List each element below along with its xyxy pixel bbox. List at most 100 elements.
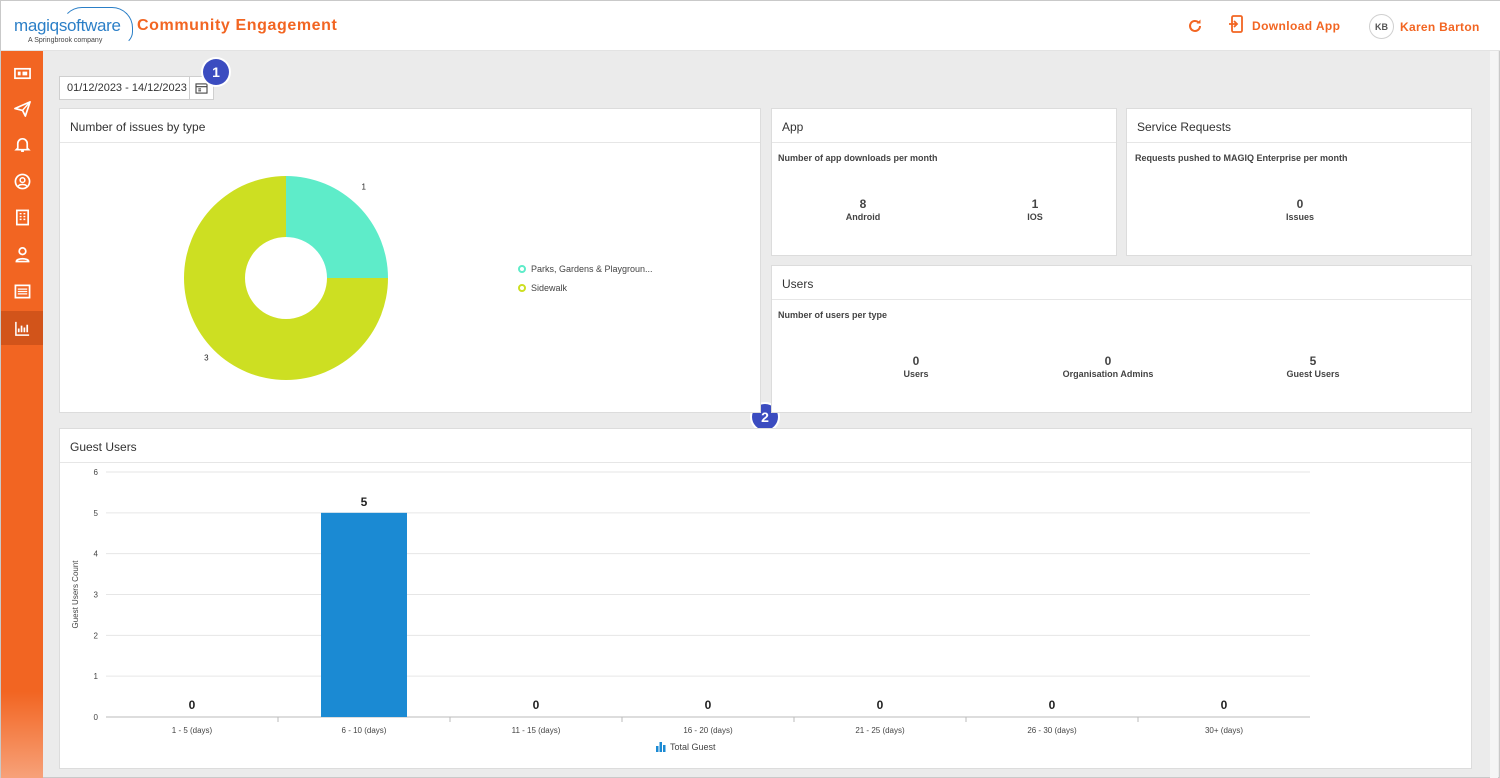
stat-value: 0 <box>1296 197 1304 211</box>
legend-label: Sidewalk <box>531 283 568 293</box>
legend-label: Parks, Gardens & Playgroun... <box>531 264 653 274</box>
bar-value-label: 0 <box>705 698 712 712</box>
dashboard-icon <box>13 67 31 79</box>
card-title: Users <box>772 266 1471 300</box>
user-circle-icon <box>14 173 30 189</box>
x-tick-label: 1 - 5 (days) <box>172 726 213 735</box>
card-title: App <box>772 109 1116 143</box>
x-tick-label: 6 - 10 (days) <box>342 726 387 735</box>
stat-value: 1 <box>1031 197 1039 211</box>
user-name: Karen Barton <box>1400 19 1480 34</box>
stat-android: 8 Android <box>793 197 933 222</box>
nav-organisations[interactable] <box>1 200 43 234</box>
x-tick-label: 26 - 30 (days) <box>1027 726 1077 735</box>
card-subtitle: Number of users per type <box>778 310 888 320</box>
download-app-button[interactable]: Download App <box>1229 14 1341 38</box>
y-tick-label: 2 <box>94 631 99 640</box>
nav-account[interactable] <box>1 164 43 198</box>
stat-organisation-admins: 0 Organisation Admins <box>1038 354 1178 379</box>
legend-item-sidewalk[interactable]: Sidewalk <box>518 283 567 293</box>
nav-notifications[interactable] <box>1 127 43 161</box>
legend-swatch <box>518 265 526 273</box>
legend-item-parks[interactable]: Parks, Gardens & Playgroun... <box>518 264 653 274</box>
guest-users-card: Guest Users 0 1 2 3 4 5 6 Guest Users Count 0 1 -… <box>59 428 1472 769</box>
bar-value-label: 0 <box>533 698 540 712</box>
nav-dashboard[interactable] <box>1 56 43 90</box>
x-tick-label: 21 - 25 (days) <box>855 726 905 735</box>
x-tick-label: 16 - 20 (days) <box>683 726 733 735</box>
bar-value-label: 0 <box>1221 698 1228 712</box>
logo-cloud-shape <box>61 7 133 45</box>
list-icon <box>14 284 30 298</box>
y-tick-label: 6 <box>94 468 99 477</box>
legend-swatch <box>518 284 526 292</box>
refresh-icon[interactable] <box>1187 18 1203 34</box>
legend-label: Total Guest <box>670 742 716 752</box>
card-title: Service Requests <box>1127 109 1471 143</box>
donut-slice[interactable] <box>184 176 388 380</box>
page-scrollbar[interactable] <box>1490 51 1498 778</box>
y-tick-label: 5 <box>94 509 99 518</box>
stat-ios: 1 IOS <box>965 197 1105 222</box>
stat-label: Issues <box>1285 212 1315 222</box>
stat-value: 5 <box>1309 354 1317 368</box>
download-app-icon <box>1229 14 1243 38</box>
stat-label: IOS <box>1027 212 1043 222</box>
card-subtitle: Requests pushed to MAGIQ Enterprise per … <box>1135 153 1348 163</box>
y-tick-label: 0 <box>94 713 99 722</box>
nav-list[interactable] <box>1 274 43 308</box>
avatar: KB <box>1369 14 1394 39</box>
y-tick-label: 1 <box>94 672 99 681</box>
step-marker-1: 1 <box>203 59 229 85</box>
bar-value-label: 0 <box>189 698 196 712</box>
user-menu[interactable]: KB Karen Barton <box>1369 14 1480 39</box>
bar-legend-icon <box>656 742 666 752</box>
date-range-input[interactable] <box>60 82 190 94</box>
x-tick-label: 30+ (days) <box>1205 726 1243 735</box>
slice-label: 3 <box>204 354 209 363</box>
building-icon <box>15 209 29 225</box>
users-card: Users Number of users per type 0 Users 0… <box>771 265 1472 413</box>
bell-icon <box>13 137 31 152</box>
nav-send[interactable] <box>1 91 43 125</box>
download-app-label: Download App <box>1252 19 1341 33</box>
top-header: magiqsoftware A Springbrook company Comm… <box>1 1 1500 51</box>
card-title: Guest Users <box>60 429 1471 463</box>
stat-guest-users: 5 Guest Users <box>1243 354 1383 379</box>
x-tick-label: 11 - 15 (days) <box>512 726 561 735</box>
donut-slice[interactable] <box>286 176 388 278</box>
date-range-picker[interactable] <box>59 76 214 100</box>
y-tick-label: 4 <box>94 550 99 559</box>
app-title: Community Engagement <box>137 17 338 34</box>
y-axis-title: Guest Users Count <box>71 560 80 629</box>
magiq-logo[interactable]: magiqsoftware A Springbrook company <box>14 7 133 47</box>
stat-value: 8 <box>859 197 867 211</box>
stat-label: Guest Users <box>1286 369 1340 379</box>
app-card: App Number of app downloads per month 8 … <box>771 108 1117 256</box>
bar-value-label: 0 <box>877 698 884 712</box>
logo-subtitle: A Springbrook company <box>28 37 103 44</box>
calendar-button[interactable] <box>189 77 213 99</box>
bar-value-label: 5 <box>361 495 368 509</box>
stat-value: 0 <box>912 354 920 368</box>
stat-label: Users <box>903 369 929 379</box>
nav-reports[interactable] <box>1 311 43 345</box>
bar-value-label: 0 <box>1049 698 1056 712</box>
person-icon <box>15 246 29 262</box>
guest-users-bar-chart: 0 1 2 3 4 5 6 Guest Users Count 0 1 - 5 (days) 5 6 … <box>71 468 1310 735</box>
send-icon <box>13 100 31 117</box>
card-subtitle: Number of app downloads per month <box>778 153 938 163</box>
stat-users: 0 Users <box>846 354 986 379</box>
bar[interactable] <box>321 512 407 717</box>
y-tick-label: 3 <box>94 591 99 600</box>
stat-value: 0 <box>1104 354 1112 368</box>
bar-chart-icon <box>14 321 29 336</box>
legend-item-total-guest[interactable]: Total Guest <box>656 742 716 752</box>
slice-label: 1 <box>361 182 366 191</box>
service-requests-card: Service Requests Requests pushed to MAGI… <box>1126 108 1472 256</box>
logo-wordmark: magiqsoftware <box>14 16 121 35</box>
nav-users[interactable] <box>1 237 43 271</box>
stat-label: Android <box>845 212 881 222</box>
